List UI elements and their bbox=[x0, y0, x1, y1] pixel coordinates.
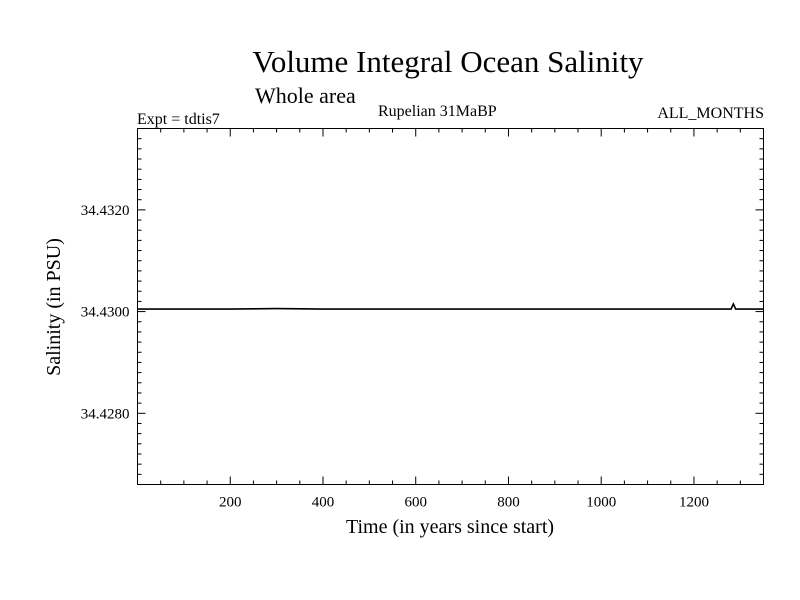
chart-title: Volume Integral Ocean Salinity bbox=[252, 44, 644, 79]
x-axis: 200 400 600 800 1000 1200 bbox=[160, 128, 741, 511]
series-line bbox=[137, 302, 764, 310]
chart-subtitle: Whole area bbox=[255, 83, 356, 108]
x-tick-label: 800 bbox=[497, 495, 520, 511]
y-tick-label: 34.4320 bbox=[81, 203, 130, 219]
x-axis-label: Time (in years since start) bbox=[346, 516, 554, 538]
period-annotation: Rupelian 31MaBP bbox=[378, 103, 497, 120]
x-tick-label: 600 bbox=[404, 495, 427, 511]
y-tick-label: 34.4280 bbox=[81, 406, 130, 422]
y-axis-label: Salinity (in PSU) bbox=[43, 238, 65, 376]
x-tick-label: 1000 bbox=[586, 495, 616, 511]
x-tick-label: 200 bbox=[219, 495, 242, 511]
y-tick-label: 34.4300 bbox=[81, 305, 130, 321]
experiment-annotation: Expt = tdtis7 bbox=[137, 111, 220, 128]
x-tick-label: 400 bbox=[312, 495, 335, 511]
series-layer bbox=[137, 302, 764, 310]
y-axis: 34.4280 34.4300 34.4320 bbox=[81, 128, 764, 485]
x-tick-label: 1200 bbox=[679, 495, 709, 511]
months-annotation: ALL_MONTHS bbox=[657, 105, 764, 122]
plot-frame bbox=[137, 128, 764, 485]
